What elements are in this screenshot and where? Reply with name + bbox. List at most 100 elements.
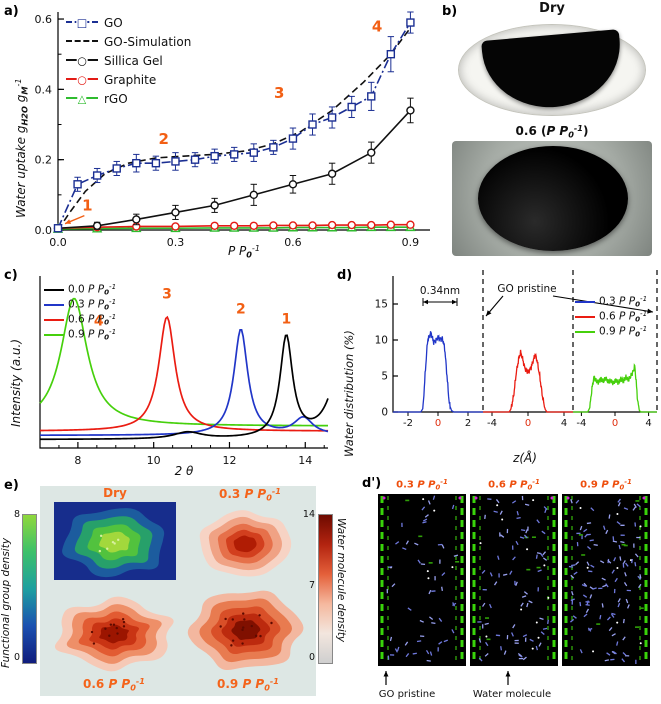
water-speck (639, 525, 642, 528)
annotation-1: 1 (281, 312, 291, 328)
arrowhead (647, 308, 653, 314)
water-molecule (590, 564, 595, 568)
water-molecule (438, 617, 443, 622)
water-molecule (525, 529, 529, 534)
speckle (219, 625, 222, 628)
x-tick-label: 14 (298, 454, 312, 467)
legend-label: Graphite (104, 72, 157, 87)
water-molecule (524, 503, 530, 506)
water-speck (547, 596, 550, 599)
marker-circle (132, 215, 141, 224)
water-molecule (599, 560, 605, 564)
water-molecule (634, 562, 637, 567)
annotation-3: 3 (274, 84, 284, 102)
speckle (112, 623, 116, 626)
panel-a-legend: □ GO GO-Simulation ○ Sillica Gel ○ Graphite △ rG… (66, 13, 191, 108)
x-tick-label: 12 (222, 454, 236, 467)
water-molecule (451, 504, 455, 510)
legend-marker-triangle-icon: △ (77, 92, 87, 105)
water-molecule (528, 600, 533, 604)
marker-square (53, 224, 63, 233)
water-molecule (451, 629, 455, 634)
panel-d-legend: 0.3 P P0-1 0.6 P P0-1 0.9 P P0-1 (575, 294, 647, 339)
y-tick-label: 0 (381, 407, 388, 419)
water-molecule (582, 594, 588, 598)
water-molecule (602, 525, 606, 530)
water-molecule (637, 575, 642, 580)
water-molecule (428, 589, 432, 595)
series-line-GO-Simulation (57, 27, 412, 231)
water-molecule (604, 659, 610, 662)
water-speck (579, 507, 582, 510)
water-molecule (579, 601, 582, 607)
speckle (109, 623, 113, 626)
speckle (121, 617, 125, 621)
distribution-curve-0 (393, 331, 483, 413)
water-speck (586, 566, 589, 569)
legend-label: 0.9 P P0-1 (599, 324, 648, 339)
water-speck (422, 498, 425, 501)
panel-a-water-uptake: 0.0 0.3 0.6 0.9 0.0 0.2 0.4 0.6 1 2 3 4 a) □ GO GO-Si… (0, 0, 440, 262)
legend-label: 0.3 P P0-1 (599, 294, 648, 309)
water-molecule (570, 499, 573, 504)
water-molecule (529, 638, 534, 642)
legend-label: GO-Simulation (104, 34, 192, 49)
legend-row-Sillica Gel: ○ Sillica Gel (66, 51, 191, 70)
water-molecule (547, 619, 549, 625)
water-molecule (616, 521, 621, 525)
water-molecule (621, 658, 626, 663)
water-molecule (516, 511, 519, 516)
speckle (254, 634, 258, 638)
water-molecule (632, 506, 636, 511)
water-molecule (542, 627, 548, 630)
water-molecule (631, 558, 634, 564)
water-molecule (422, 521, 427, 524)
legend-row-1: 0.3 P P0-1 (44, 297, 116, 312)
panel-c-y-axis-label: Intensity (a.u.) (9, 339, 23, 427)
speckle (231, 618, 234, 621)
legend-line (44, 303, 64, 306)
water-molecule (493, 510, 498, 513)
water-molecule (572, 615, 577, 619)
legend-swatch: ○ (66, 54, 98, 67)
quadrant-label-03: 0.3 P P0-1 (219, 486, 281, 503)
legend-line (66, 40, 98, 42)
water-molecule (570, 618, 575, 623)
panel-d-y-axis-label: Water distribution (%) (342, 330, 356, 457)
marker-square (230, 150, 239, 159)
water-molecule (523, 591, 528, 595)
legend-swatch: □ (66, 16, 98, 29)
x-tick-label: 0.6 (284, 236, 302, 249)
water-speck (426, 570, 429, 573)
water-molecule (414, 542, 419, 546)
water-speck (616, 566, 619, 569)
water-molecule (602, 584, 607, 588)
series-line-Sillica Gel (57, 109, 412, 230)
water-molecule (489, 603, 492, 609)
water-molecule (499, 510, 503, 515)
legend-label: GO (104, 15, 123, 30)
density-contour-maps (40, 486, 316, 696)
arrowhead (423, 299, 428, 305)
legend-marker-circle-icon: ○ (76, 73, 88, 86)
water-molecule (519, 536, 525, 539)
water-molecule (619, 556, 622, 561)
spacing-annotation: 0.34nm (420, 285, 460, 297)
y-tick-label: 10 (375, 335, 388, 347)
water-molecule (588, 570, 593, 573)
water-molecule (520, 602, 524, 607)
water-molecule (583, 582, 588, 587)
water-speck (537, 636, 540, 639)
water-molecule (579, 649, 583, 654)
x-tick-label: 0.0 (49, 236, 67, 249)
legend-line (575, 300, 595, 303)
contour-level-4 (99, 624, 129, 644)
water-molecule (516, 516, 521, 520)
water-molecule (522, 634, 528, 638)
legend-row-0: 0.3 P P0-1 (575, 294, 647, 309)
water-molecule (421, 506, 426, 511)
speckle (259, 634, 262, 638)
water-molecule (405, 540, 409, 545)
legend-row-GO-Simulation: GO-Simulation (66, 32, 191, 51)
panel-a-x-axis-label: P P0-1 (227, 243, 261, 260)
